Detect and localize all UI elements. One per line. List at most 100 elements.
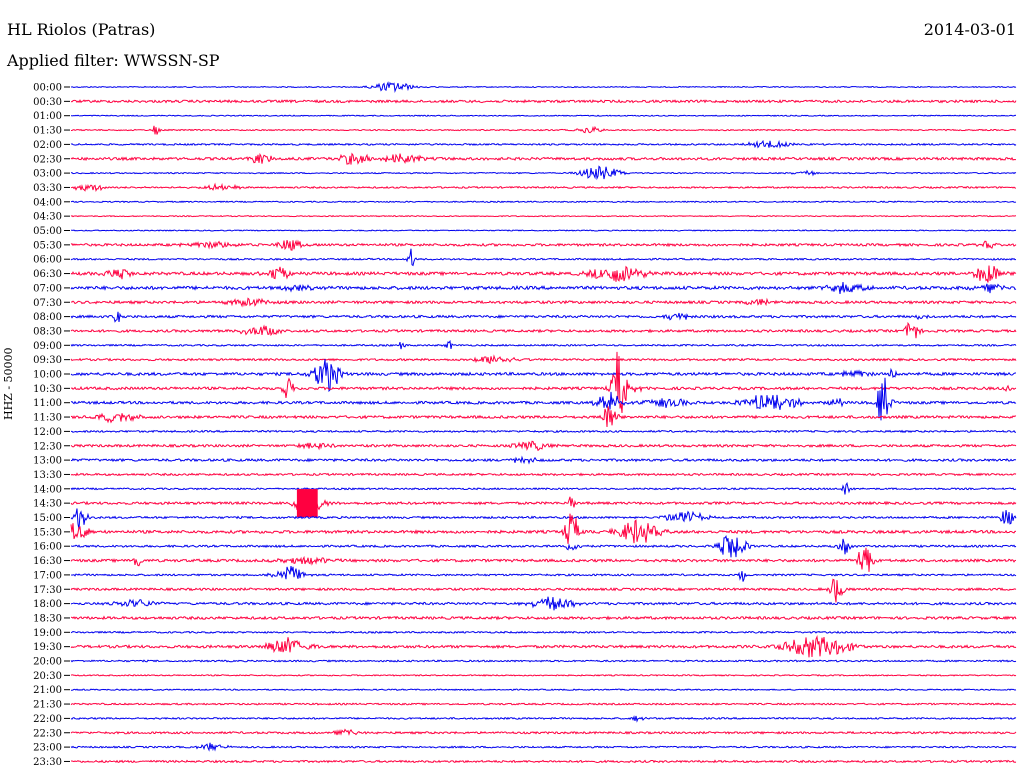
row-time-label: 10:00 (33, 370, 62, 381)
seismic-trace-row (70, 282, 1017, 295)
seismic-trace-row (70, 578, 1017, 603)
seismic-trace-row (70, 674, 1017, 677)
row-time-label: 06:00 (33, 255, 62, 266)
saturated-signal-block (296, 489, 318, 518)
row-time-label: 01:30 (33, 126, 62, 137)
row-time-label: 11:30 (33, 413, 62, 424)
row-time-label: 23:30 (33, 757, 62, 768)
row-time-label: 22:00 (33, 714, 62, 725)
row-time-label: 09:30 (33, 355, 62, 366)
row-time-label: 16:00 (33, 542, 62, 553)
seismic-trace-row (70, 114, 1017, 117)
row-time-label: 18:00 (33, 599, 62, 610)
seismic-trace-row (70, 596, 1017, 611)
row-time-label: 03:30 (33, 183, 62, 194)
row-time-label: 08:00 (33, 312, 62, 323)
seismic-trace-row (70, 728, 1017, 736)
seismic-trace-row (70, 182, 1017, 192)
row-time-label: 10:30 (33, 384, 62, 395)
seismic-trace-row (70, 715, 1017, 723)
seismic-trace-row (70, 490, 1017, 512)
row-time-label: 03:00 (33, 169, 62, 180)
row-time-label: 18:30 (33, 613, 62, 624)
seismic-trace-row (70, 513, 1017, 544)
seismic-trace-row (70, 406, 1017, 428)
seismic-trace-row (70, 472, 1017, 477)
row-time-label: 15:00 (33, 513, 62, 524)
row-time-label: 05:30 (33, 240, 62, 251)
seismic-trace-row (70, 630, 1017, 634)
seismic-trace-row (70, 81, 1017, 94)
seismic-trace-row (70, 565, 1017, 582)
seismic-trace-row (70, 152, 1017, 165)
row-time-label: 17:00 (33, 570, 62, 581)
row-time-label: 22:30 (33, 728, 62, 739)
row-time-label: 12:30 (33, 441, 62, 452)
row-time-label: 19:00 (33, 628, 62, 639)
seismic-trace-row (70, 440, 1017, 452)
row-time-label: 19:30 (33, 642, 62, 653)
seismic-trace-row (70, 165, 1017, 181)
seismic-trace-row (70, 547, 1017, 572)
seismic-trace-row (70, 125, 1017, 135)
seismic-trace-row (70, 99, 1017, 104)
row-time-label: 21:00 (33, 685, 62, 696)
row-time-label: 13:30 (33, 470, 62, 481)
seismic-trace-row (70, 358, 1017, 393)
seismic-trace-row (70, 248, 1017, 267)
row-time-label: 14:30 (33, 499, 62, 510)
seismic-trace-row (70, 635, 1017, 658)
row-time-label: 06:30 (33, 269, 62, 280)
row-time-label: 14:00 (33, 484, 62, 495)
row-time-label: 16:30 (33, 556, 62, 567)
row-time-label: 09:00 (33, 341, 62, 352)
seismic-trace-row (70, 354, 1017, 365)
row-time-label: 05:00 (33, 226, 62, 237)
row-time-label: 15:30 (33, 527, 62, 538)
station-title: HL Riolos (Patras) (7, 20, 156, 39)
row-time-label: 17:30 (33, 585, 62, 596)
seismic-trace-row (70, 214, 1017, 218)
filter-label: Applied filter: WWSSN-SP (7, 51, 220, 70)
row-time-label: 07:30 (33, 298, 62, 309)
seismic-trace-row (70, 759, 1017, 764)
row-time-label: 01:00 (33, 111, 62, 122)
row-time-label: 00:30 (33, 97, 62, 108)
seismic-trace-row (70, 615, 1017, 621)
seismic-trace-row (70, 239, 1017, 251)
row-time-label: 13:00 (33, 456, 62, 467)
seismic-trace-row (70, 297, 1017, 308)
seismic-trace-row (70, 508, 1017, 530)
seismic-trace-row (70, 200, 1017, 204)
row-time-label: 00:00 (33, 83, 62, 94)
seismic-trace-row (70, 311, 1017, 323)
seismic-trace-row (70, 229, 1017, 232)
seismic-trace-row (70, 535, 1017, 558)
seismic-trace-row (70, 265, 1017, 283)
row-time-label: 04:00 (33, 197, 62, 208)
seismic-trace-row (70, 688, 1017, 692)
row-time-label: 20:00 (33, 657, 62, 668)
row-time-label: 11:00 (33, 398, 62, 409)
seismic-trace-row (70, 339, 1017, 350)
row-time-label: 02:30 (33, 154, 62, 165)
row-time-label: 08:30 (33, 326, 62, 337)
seismic-trace-row (70, 742, 1017, 752)
row-time-label: 04:30 (33, 212, 62, 223)
row-time-label: 12:00 (33, 427, 62, 438)
row-time-label: 02:00 (33, 140, 62, 151)
seismic-trace-row (70, 482, 1017, 495)
seismic-trace-row (70, 659, 1017, 663)
seismic-trace-row (70, 455, 1017, 465)
seismic-trace-row (70, 702, 1017, 706)
seismic-trace-row (70, 377, 1017, 421)
date-label: 2014-03-01 (923, 20, 1016, 39)
seismic-trace-row (70, 321, 1017, 339)
y-axis-label: HHZ - 50000 (2, 347, 15, 420)
row-time-label: 20:30 (33, 671, 62, 682)
seismic-trace-row (70, 139, 1017, 149)
row-time-label: 07:00 (33, 283, 62, 294)
row-time-label: 23:00 (33, 743, 62, 754)
seismic-trace-row (70, 429, 1017, 434)
